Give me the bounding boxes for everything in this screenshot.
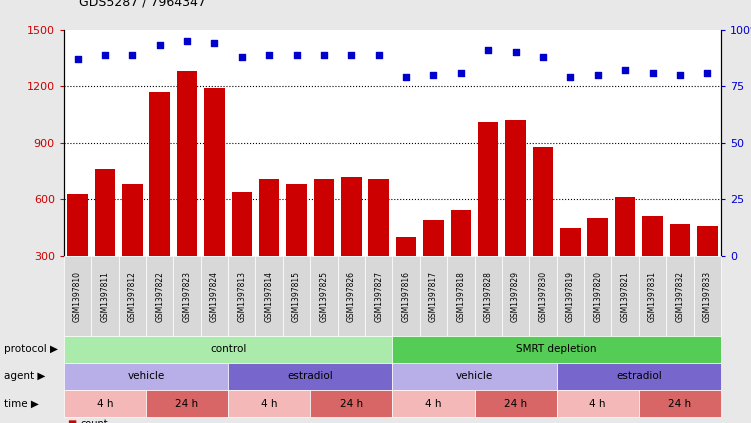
Bar <box>478 122 499 256</box>
Text: 4 h: 4 h <box>590 398 606 409</box>
Bar <box>68 194 88 256</box>
Text: GSM1397831: GSM1397831 <box>648 271 657 321</box>
Point <box>126 51 138 58</box>
Text: GSM1397832: GSM1397832 <box>675 271 684 321</box>
Point <box>537 53 549 60</box>
Point <box>99 51 111 58</box>
Text: 4 h: 4 h <box>261 398 277 409</box>
Bar <box>95 169 115 256</box>
Bar <box>560 228 581 256</box>
Text: SMRT depletion: SMRT depletion <box>517 344 597 354</box>
Text: GSM1397816: GSM1397816 <box>402 271 411 321</box>
Bar <box>341 177 361 256</box>
Point <box>619 67 631 74</box>
Bar <box>396 237 416 256</box>
Point <box>674 71 686 78</box>
Text: control: control <box>210 344 246 354</box>
Text: 24 h: 24 h <box>668 398 692 409</box>
Bar <box>697 226 717 256</box>
Text: GSM1397833: GSM1397833 <box>703 271 712 321</box>
Text: GSM1397817: GSM1397817 <box>429 271 438 321</box>
Text: 24 h: 24 h <box>504 398 527 409</box>
Text: GSM1397818: GSM1397818 <box>457 271 466 321</box>
Bar <box>615 198 635 256</box>
Text: GSM1397828: GSM1397828 <box>484 271 493 321</box>
Bar <box>122 184 143 256</box>
Point <box>400 74 412 80</box>
Text: GSM1397814: GSM1397814 <box>264 271 273 321</box>
Text: GDS5287 / 7964347: GDS5287 / 7964347 <box>79 0 206 8</box>
Text: 4 h: 4 h <box>425 398 442 409</box>
Point <box>455 69 467 76</box>
Text: 24 h: 24 h <box>176 398 198 409</box>
Point <box>291 51 303 58</box>
Text: GSM1397827: GSM1397827 <box>374 271 383 321</box>
Bar <box>314 179 334 256</box>
Bar <box>204 88 225 256</box>
Text: GSM1397824: GSM1397824 <box>210 271 219 321</box>
Point <box>345 51 357 58</box>
Text: GSM1397822: GSM1397822 <box>155 271 164 321</box>
Text: GSM1397813: GSM1397813 <box>237 271 246 321</box>
Point <box>564 74 576 80</box>
Text: GSM1397820: GSM1397820 <box>593 271 602 321</box>
Point <box>318 51 330 58</box>
Point <box>592 71 604 78</box>
Point <box>181 38 193 44</box>
Text: GSM1397810: GSM1397810 <box>73 271 82 321</box>
Text: count: count <box>80 419 108 423</box>
Text: GSM1397815: GSM1397815 <box>292 271 301 321</box>
Text: estradiol: estradiol <box>288 371 333 382</box>
Text: GSM1397830: GSM1397830 <box>538 271 547 321</box>
Text: GSM1397819: GSM1397819 <box>566 271 575 321</box>
Bar <box>369 179 389 256</box>
Bar <box>176 71 198 256</box>
Text: agent ▶: agent ▶ <box>4 371 45 382</box>
Point <box>510 49 522 55</box>
Text: GSM1397829: GSM1397829 <box>511 271 520 321</box>
Text: GSM1397821: GSM1397821 <box>620 271 629 321</box>
Point <box>427 71 439 78</box>
Text: GSM1397825: GSM1397825 <box>319 271 328 321</box>
Text: 24 h: 24 h <box>339 398 363 409</box>
Bar <box>259 179 279 256</box>
Point <box>701 69 713 76</box>
Point <box>71 56 83 63</box>
Text: protocol ▶: protocol ▶ <box>4 344 58 354</box>
Text: time ▶: time ▶ <box>4 398 38 409</box>
Bar <box>532 146 553 256</box>
Point <box>154 42 166 49</box>
Point <box>647 69 659 76</box>
Point <box>482 47 494 53</box>
Bar <box>670 224 690 256</box>
Point <box>372 51 385 58</box>
Text: GSM1397826: GSM1397826 <box>347 271 356 321</box>
Point <box>236 53 248 60</box>
Point <box>209 40 221 47</box>
Bar <box>149 92 170 256</box>
Bar <box>286 184 307 256</box>
Bar <box>505 120 526 256</box>
Text: vehicle: vehicle <box>128 371 164 382</box>
Text: 4 h: 4 h <box>97 398 113 409</box>
Point <box>263 51 275 58</box>
Text: GSM1397812: GSM1397812 <box>128 271 137 321</box>
Text: GSM1397823: GSM1397823 <box>182 271 192 321</box>
Bar <box>451 210 471 256</box>
Text: GSM1397811: GSM1397811 <box>101 271 110 321</box>
Bar <box>231 192 252 256</box>
Bar <box>424 220 444 256</box>
Text: ■: ■ <box>68 419 77 423</box>
Bar <box>642 216 663 256</box>
Text: vehicle: vehicle <box>456 371 493 382</box>
Bar <box>587 218 608 256</box>
Text: estradiol: estradiol <box>616 371 662 382</box>
